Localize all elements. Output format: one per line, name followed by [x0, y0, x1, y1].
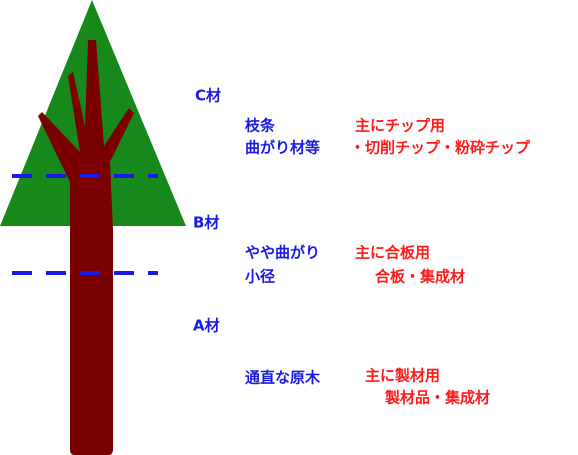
- wood-type: 枝条: [245, 117, 276, 135]
- wood-use: 製材品・集成材: [384, 389, 490, 407]
- wood-use: 主に製材用: [365, 367, 440, 385]
- wood-type: 通直な原木: [245, 369, 321, 387]
- tree-trunk: [38, 40, 134, 455]
- wood-use: 主にチップ用: [355, 117, 445, 135]
- wood-use: 合板・集成材: [374, 268, 465, 286]
- grade-label: C材: [195, 87, 221, 105]
- grade-label: A材: [193, 317, 220, 335]
- wood-use: ・切削チップ・粉砕チップ: [350, 139, 531, 157]
- wood-type: 曲がり材等: [245, 139, 320, 157]
- wood-use: 主に合板用: [355, 244, 430, 262]
- grade-label: B材: [193, 214, 219, 232]
- wood-type: やや曲がり: [245, 244, 320, 262]
- wood-type: 小径: [245, 268, 275, 286]
